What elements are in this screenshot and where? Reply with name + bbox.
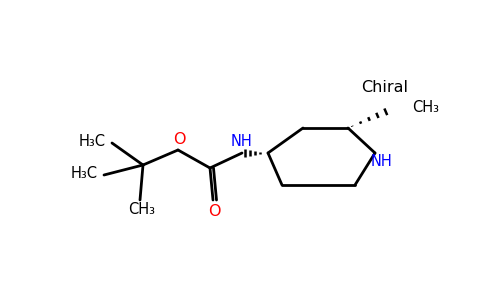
Text: NH: NH <box>230 134 252 148</box>
Text: O: O <box>208 203 220 218</box>
Text: Chiral: Chiral <box>362 80 408 95</box>
Text: CH₃: CH₃ <box>412 100 439 116</box>
Text: H₃C: H₃C <box>79 134 106 148</box>
Text: O: O <box>173 131 185 146</box>
Text: H₃C: H₃C <box>71 166 98 181</box>
Text: CH₃: CH₃ <box>128 202 155 217</box>
Text: NH: NH <box>370 154 392 169</box>
